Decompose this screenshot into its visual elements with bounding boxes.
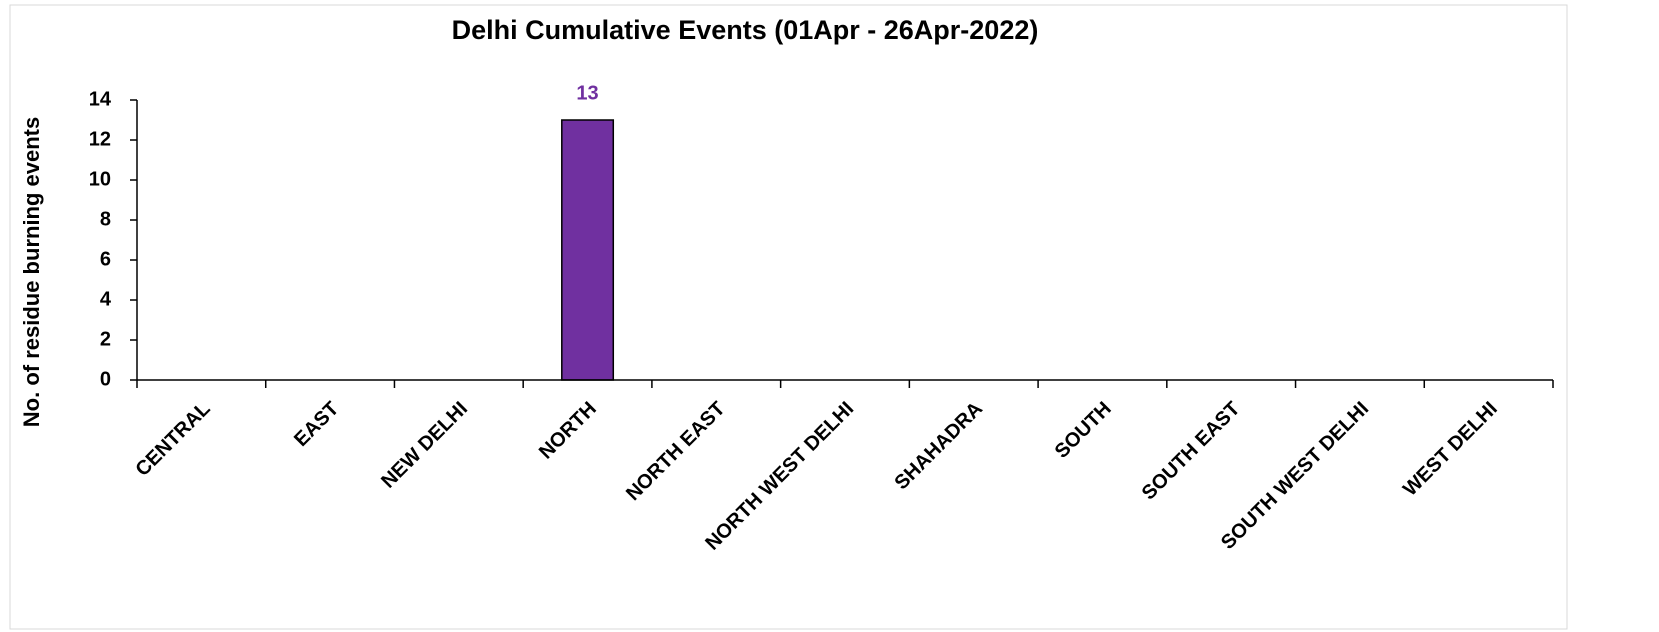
- y-tick-label: 2: [100, 328, 111, 350]
- y-tick-label: 0: [100, 368, 111, 390]
- y-tick-label: 6: [100, 248, 111, 270]
- y-tick-label: 14: [89, 88, 112, 110]
- y-tick-label: 4: [100, 288, 112, 310]
- bar: [561, 119, 615, 381]
- y-axis-label: No. of residue burning events: [19, 117, 44, 427]
- y-tick-label: 12: [89, 128, 111, 150]
- data-label: 13: [576, 82, 598, 104]
- y-tick-label: 8: [100, 208, 111, 230]
- chart-title: Delhi Cumulative Events (01Apr - 26Apr-2…: [452, 15, 1039, 45]
- chart-frame: [9, 4, 1568, 630]
- y-tick-label: 10: [89, 168, 111, 190]
